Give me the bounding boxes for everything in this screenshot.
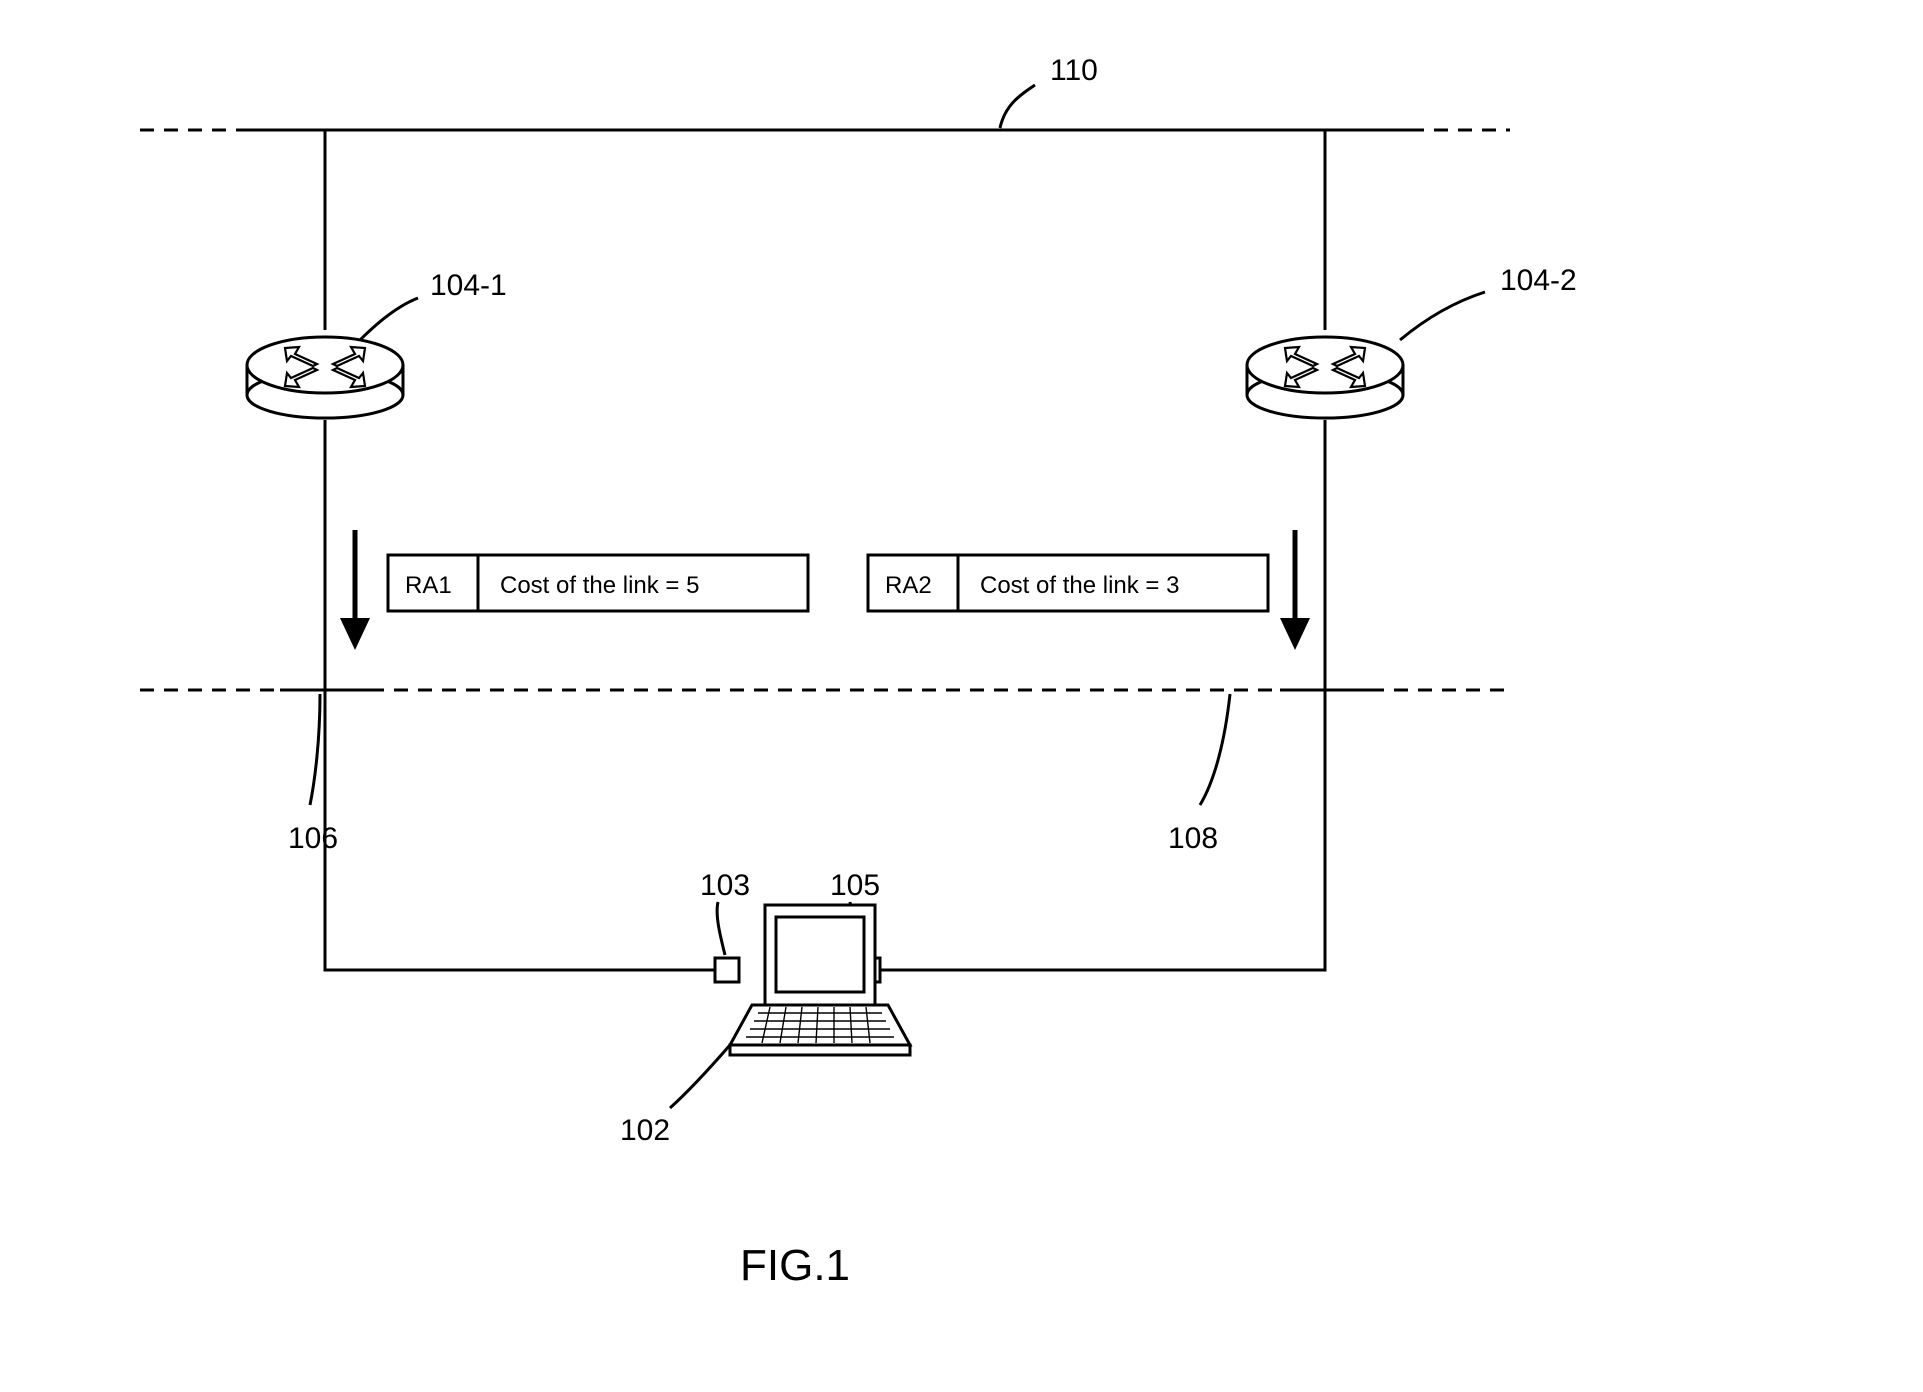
port-103 — [715, 958, 739, 982]
router-104-1 — [247, 337, 403, 418]
arrow-ra2-down — [1280, 530, 1310, 650]
packet-ra2-tag: RA2 — [885, 572, 932, 599]
arrow-ra1-down — [340, 530, 370, 650]
network-bus-110: 110 — [140, 54, 1510, 130]
packet-ra1: RA1 Cost of the link = 5 — [388, 555, 808, 611]
laptop-102 — [730, 905, 910, 1055]
ref-105: 105 — [830, 869, 880, 902]
ref-104-2: 104-2 — [1500, 264, 1577, 297]
packet-ra1-cost: Cost of the link = 5 — [500, 572, 699, 599]
ref-110: 110 — [1050, 54, 1098, 87]
packet-ra2-cost: Cost of the link = 3 — [980, 572, 1179, 599]
link-106-to-103 — [325, 690, 715, 970]
figure-caption: FIG.1 — [740, 1241, 850, 1290]
router-104-2 — [1247, 337, 1403, 418]
ref-108: 108 — [1168, 822, 1218, 855]
packet-ra1-tag: RA1 — [405, 572, 452, 599]
figure-1-diagram: 110 104-1 — [0, 0, 1923, 1392]
ref-104-1: 104-1 — [430, 269, 507, 302]
ref-103: 103 — [700, 869, 750, 902]
link-108-to-105 — [880, 690, 1325, 970]
packet-ra2: RA2 Cost of the link = 3 — [868, 555, 1268, 611]
ref-102: 102 — [620, 1114, 670, 1147]
ref-106: 106 — [288, 822, 338, 855]
